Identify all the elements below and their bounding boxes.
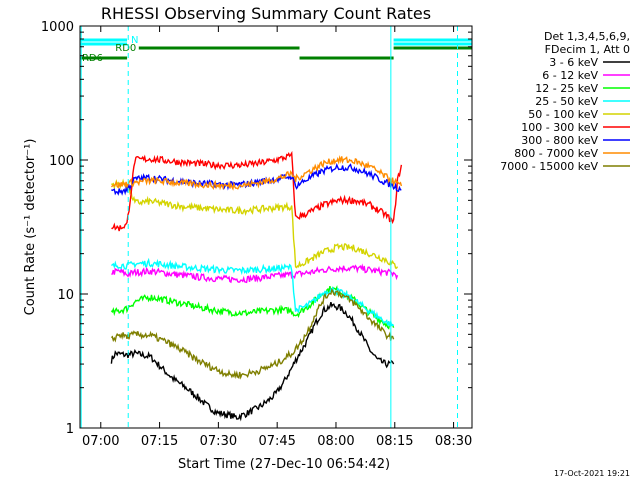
x-tick-label-1: 07:15 <box>141 434 178 449</box>
legend-label-7: 800 - 7000 keV <box>514 147 598 160</box>
legend-label-3: 25 - 50 keV <box>535 95 598 108</box>
chart-title: RHESSI Observing Summary Count Rates <box>101 4 431 23</box>
series-line-4 <box>111 178 399 269</box>
x-tick-label-3: 07:45 <box>258 434 295 449</box>
legend-header-1: FDecim 1, Att 0 <box>545 43 630 56</box>
legend-label-1: 6 - 12 keV <box>542 69 598 82</box>
vertical-markers <box>80 26 458 428</box>
legend-label-4: 50 - 100 keV <box>528 108 598 121</box>
state-bars: RD0 RD6 N <box>80 35 472 64</box>
series-line-0 <box>110 302 395 422</box>
x-axis-label: Start Time (27-Dec-10 06:54:42) <box>178 457 390 472</box>
x-tick-label-2: 07:30 <box>200 434 237 449</box>
y-tick-label-3: 1000 <box>41 20 74 35</box>
series-line-5 <box>111 150 403 232</box>
series-line-1 <box>111 263 399 284</box>
series-line-3 <box>110 257 395 327</box>
legend-label-5: 100 - 300 keV <box>521 121 598 134</box>
x-tick-label-5: 08:15 <box>376 434 413 449</box>
y-tick-label-1: 10 <box>57 288 74 303</box>
state-annotation-1: RD6 <box>82 53 103 64</box>
series-layer <box>110 150 403 422</box>
legend-label-8: 7000 - 15000 keV <box>500 160 598 173</box>
series-line-7 <box>110 154 403 191</box>
series-line-8 <box>110 287 395 380</box>
legend-label-0: 3 - 6 keV <box>549 56 598 69</box>
x-tick-label-0: 07:00 <box>82 434 119 449</box>
axes: 07:00 07:15 07:30 07:45 08:00 08:15 08:30 1 10 10… <box>41 20 472 449</box>
state-annotation-0: RD0 <box>115 43 136 54</box>
legend: Det 1,3,4,5,6,9,FDecim 1, Att 03 - 6 keV… <box>500 30 630 173</box>
legend-header-0: Det 1,3,4,5,6,9, <box>544 30 630 43</box>
legend-label-2: 12 - 25 keV <box>535 82 598 95</box>
y-axis-label: Count Rate (s⁻¹ detector⁻¹) <box>23 139 38 316</box>
x-tick-label-4: 08:00 <box>317 434 354 449</box>
y-tick-label-2: 100 <box>49 154 74 169</box>
x-tick-label-6: 08:30 <box>435 434 472 449</box>
plot-frame <box>79 25 473 429</box>
legend-label-6: 300 - 800 keV <box>521 134 598 147</box>
state-annotation-2: N <box>131 35 138 46</box>
y-tick-label-0: 1 <box>66 422 74 437</box>
footer-timestamp: 17-Oct-2021 19:21 <box>554 469 630 478</box>
